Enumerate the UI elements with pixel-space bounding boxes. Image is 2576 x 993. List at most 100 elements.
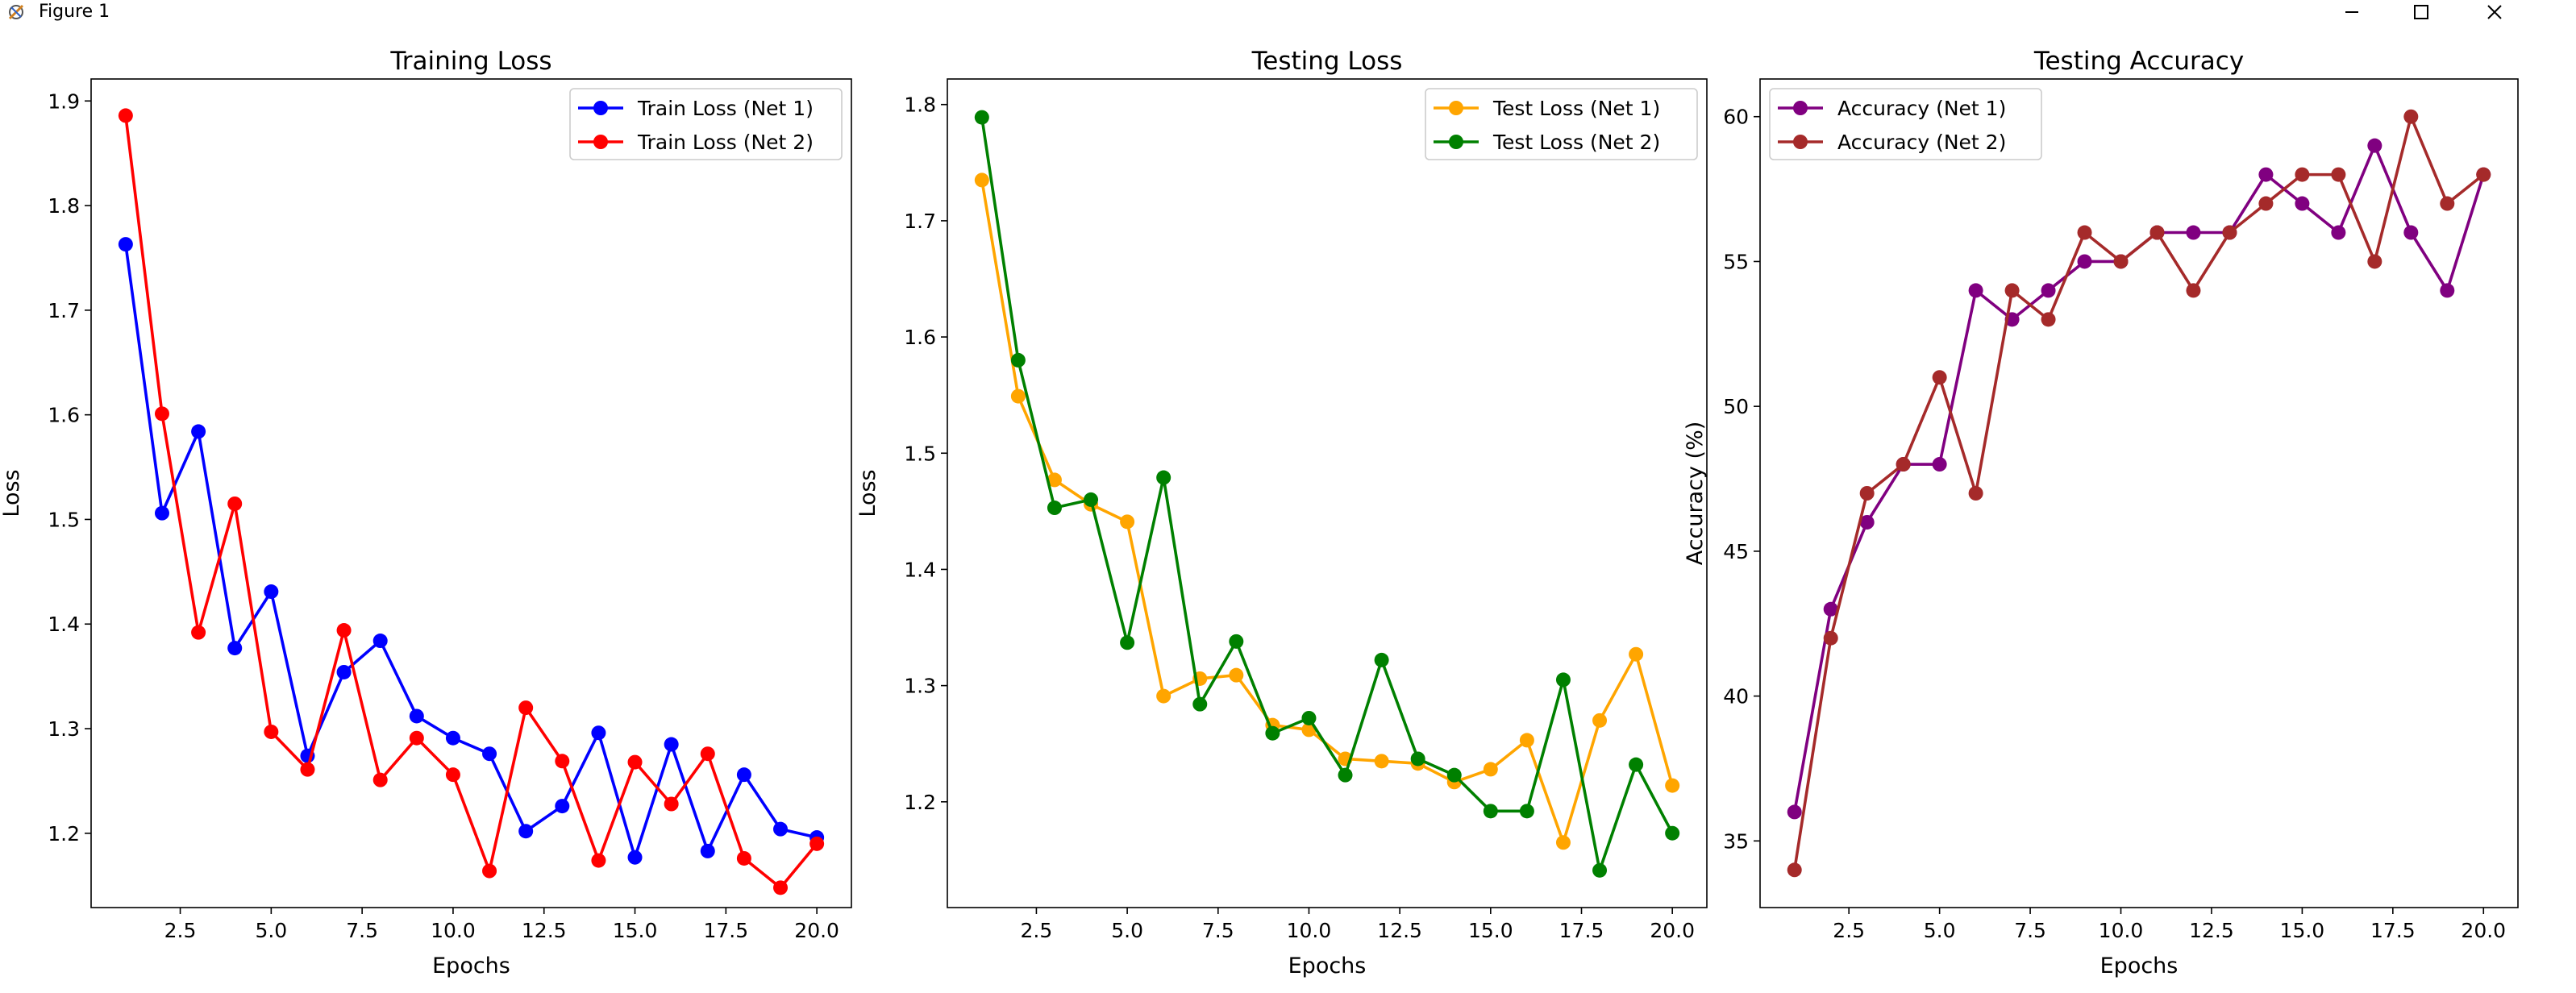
series-1 — [1787, 138, 2491, 820]
data-point — [1374, 652, 1389, 667]
y-tick-label: 1.6 — [48, 404, 80, 427]
y-tick-label: 1.8 — [904, 93, 936, 117]
x-tick-label: 2.5 — [1833, 919, 1865, 942]
data-point — [482, 746, 497, 762]
y-tick-label: 1.8 — [48, 194, 80, 218]
series-1 — [118, 237, 825, 865]
chart-2: Testing Loss 2.5 5.0 7.5 10.0 12.5 15.0 17.5 20.… — [855, 47, 1708, 978]
data-point — [409, 730, 424, 746]
y-tick-label: 1.5 — [48, 508, 80, 531]
series-2 — [974, 110, 1680, 878]
legend-box — [1769, 88, 2042, 160]
legend-marker — [593, 135, 608, 149]
data-point — [445, 767, 460, 783]
data-point — [2113, 254, 2129, 269]
data-point — [191, 625, 206, 640]
data-point — [773, 880, 789, 895]
data-point — [1555, 835, 1571, 850]
data-point — [700, 746, 715, 762]
data-point — [2077, 254, 2092, 269]
x-tick-label: 5.0 — [255, 919, 287, 942]
data-point — [1010, 352, 1026, 368]
data-point — [445, 730, 460, 746]
y-tick-label: 45 — [1723, 540, 1749, 563]
data-point — [591, 853, 606, 868]
legend: Train Loss (Net 1) Train Loss (Net 2) — [569, 88, 843, 160]
x-axis-label: Epochs — [2100, 954, 2179, 978]
data-point — [154, 505, 169, 521]
data-point — [2149, 225, 2165, 240]
data-point — [773, 821, 789, 837]
y-tick-label: 55 — [1723, 250, 1749, 273]
x-tick-label: 17.5 — [1559, 919, 1604, 942]
data-point — [1665, 778, 1680, 793]
data-point — [2367, 138, 2382, 153]
data-point — [1592, 862, 1608, 878]
y-tick-label: 1.5 — [904, 442, 936, 465]
data-point — [1629, 646, 1644, 662]
legend-label: Accuracy (Net 1) — [1837, 97, 2006, 120]
data-point — [118, 237, 133, 252]
legend: Accuracy (Net 1) Accuracy (Net 2) — [1769, 88, 2042, 160]
x-tick-label: 17.5 — [2370, 919, 2416, 942]
data-point — [1823, 630, 1838, 646]
data-point — [2004, 283, 2020, 298]
series-line — [1792, 114, 2485, 870]
data-point — [809, 836, 825, 851]
data-point — [372, 634, 388, 649]
window-title: Figure 1 — [39, 2, 110, 22]
y-tick-label: 1.2 — [48, 822, 80, 846]
data-point — [1192, 696, 1208, 712]
y-tick-label: 1.6 — [904, 326, 936, 349]
data-point — [154, 406, 169, 422]
y-tick-label: 1.7 — [48, 299, 80, 322]
axes-frame — [947, 78, 1708, 908]
chart-1: Training Loss 2.5 5.0 7.5 10.0 12.5 15.0 17.5 20… — [0, 47, 852, 978]
maximize-button[interactable] — [2397, 0, 2445, 24]
data-point — [264, 724, 279, 739]
figure-canvas: Training Loss 2.5 5.0 7.5 10.0 12.5 15.0 17.5 20… — [0, 47, 2519, 978]
legend-box — [569, 88, 843, 160]
data-point — [191, 424, 206, 439]
x-tick-label: 7.5 — [1202, 919, 1234, 942]
series-line — [124, 243, 818, 859]
x-tick-label: 12.5 — [2189, 919, 2234, 942]
chart-title: Testing Accuracy — [2033, 47, 2244, 76]
close-button[interactable] — [2470, 0, 2519, 24]
x-tick-label: 7.5 — [346, 919, 378, 942]
y-axis-label: Loss — [855, 469, 880, 517]
data-point — [2331, 225, 2346, 240]
data-point — [664, 737, 679, 752]
data-point — [1047, 501, 1062, 516]
minimize-button[interactable] — [2328, 0, 2376, 24]
y-tick-label: 50 — [1723, 395, 1749, 418]
data-point — [1410, 751, 1425, 767]
data-point — [1787, 804, 1802, 820]
y-tick-label: 1.4 — [904, 558, 936, 581]
legend-label: Accuracy (Net 2) — [1837, 131, 2006, 154]
data-point — [1446, 767, 1462, 783]
data-point — [1229, 667, 1244, 683]
data-point — [1374, 754, 1389, 769]
data-point — [1968, 486, 1983, 501]
y-tick-label: 40 — [1723, 685, 1749, 708]
legend-marker — [1793, 101, 1808, 115]
data-point — [1120, 635, 1135, 650]
data-point — [974, 110, 989, 125]
x-tick-label: 12.5 — [1377, 919, 1422, 942]
data-point — [1932, 457, 1947, 472]
x-tick-label: 20.0 — [1650, 919, 1695, 942]
data-point — [336, 623, 352, 638]
data-point — [2295, 196, 2310, 211]
close-icon — [2487, 5, 2502, 19]
legend-label: Train Loss (Net 2) — [637, 131, 814, 154]
x-axis-label: Epochs — [432, 954, 510, 978]
data-point — [974, 172, 989, 188]
data-point — [2295, 167, 2310, 182]
legend-marker — [593, 101, 608, 115]
data-point — [555, 799, 570, 814]
data-point — [555, 754, 570, 769]
data-point — [2077, 225, 2092, 240]
data-point — [2476, 167, 2491, 182]
y-tick-label: 1.7 — [904, 210, 936, 233]
